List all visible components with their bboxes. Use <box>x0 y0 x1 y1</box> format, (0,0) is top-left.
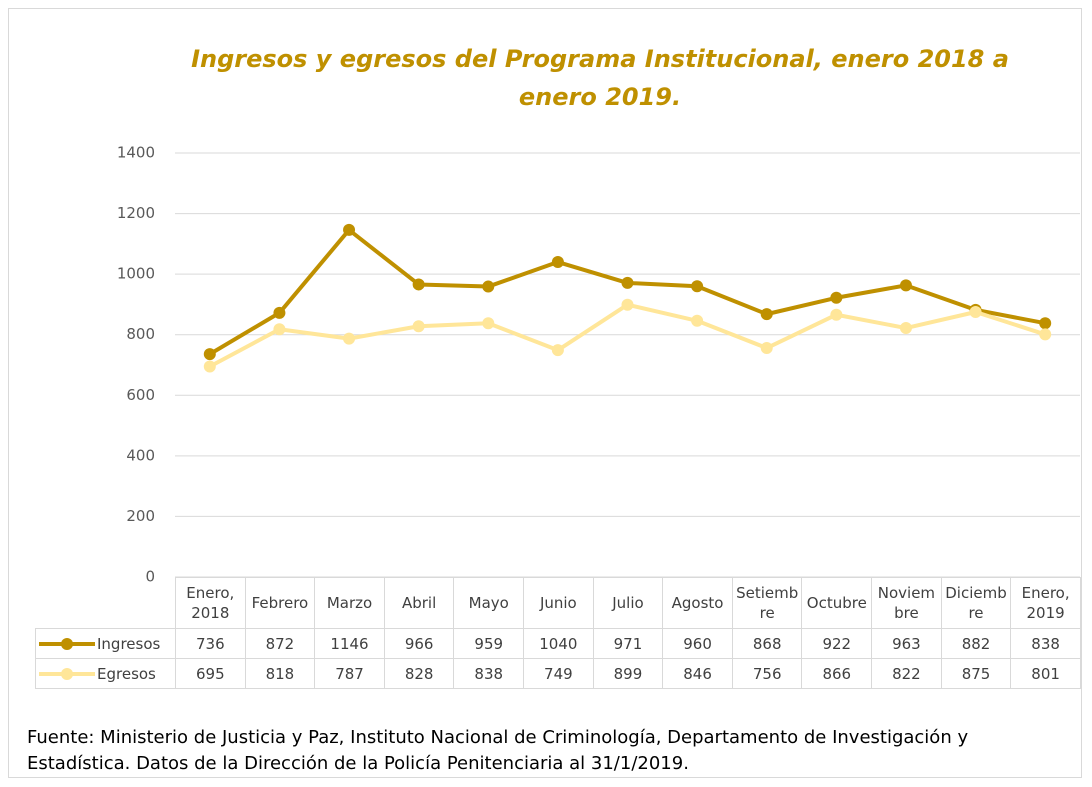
x-tick-label: Enero, 2018 <box>175 577 246 629</box>
x-tick-label: Agosto <box>662 577 733 629</box>
series-line <box>208 302 1046 369</box>
point-marker <box>1039 317 1052 330</box>
point-marker <box>551 344 564 357</box>
point-marker <box>899 322 912 335</box>
x-tick-label: Setiembre <box>731 577 803 629</box>
x-tick-label: Mayo <box>453 577 525 629</box>
table-value: 801 <box>1010 658 1081 689</box>
table-value: 971 <box>592 628 664 659</box>
table-value: 960 <box>662 628 733 659</box>
x-tick-label: Enero, 2019 <box>1010 577 1081 629</box>
table-value: 1146 <box>314 628 385 659</box>
table-value: 963 <box>871 628 942 659</box>
x-tick-label: Diciembre <box>940 577 1012 629</box>
table-value: 736 <box>175 628 246 659</box>
point-marker <box>203 348 216 361</box>
point-marker <box>760 342 773 355</box>
point-marker <box>899 279 912 292</box>
legend-entry: Egresos <box>35 658 176 689</box>
point-marker <box>273 306 286 319</box>
point-marker <box>691 314 704 327</box>
table-value: 875 <box>940 658 1012 689</box>
legend-marker <box>61 638 73 650</box>
table-value: 882 <box>940 628 1012 659</box>
point-marker <box>203 360 216 373</box>
point-marker <box>551 256 564 269</box>
table-value: 959 <box>453 628 525 659</box>
point-marker <box>621 276 634 289</box>
point-marker <box>343 332 356 345</box>
chart-title: Ingresos y egresos del Programa Instituc… <box>191 45 1009 111</box>
legend-label: Ingresos <box>97 634 161 653</box>
x-tick-label: Noviembre <box>871 577 942 629</box>
table-value: 838 <box>453 658 525 689</box>
table-value: 838 <box>1010 628 1081 659</box>
point-marker <box>830 291 843 304</box>
table-value: 922 <box>801 628 873 659</box>
table-value: 818 <box>244 658 316 689</box>
table-value: 846 <box>662 658 733 689</box>
table-value: 828 <box>383 658 455 689</box>
table-value: 756 <box>731 658 803 689</box>
x-tick-label: Julio <box>592 577 664 629</box>
x-tick-label: Febrero <box>244 577 316 629</box>
y-tick-label: 1200 <box>117 204 155 222</box>
legend-swatch <box>39 668 95 680</box>
point-marker <box>343 223 356 236</box>
table-value: 868 <box>731 628 803 659</box>
table-value: 749 <box>523 658 594 689</box>
table-value: 872 <box>244 628 316 659</box>
table-value: 787 <box>314 658 385 689</box>
y-tick-label: 1000 <box>117 265 155 283</box>
point-marker <box>412 320 425 333</box>
data-table: Enero, 2018 Febrero Marzo Abril Mayo Junio Jul… <box>35 577 1081 689</box>
x-tick-label: Marzo <box>314 577 385 629</box>
point-marker <box>830 308 843 321</box>
source-note: Fuente: Ministerio de Justicia y Paz, In… <box>27 727 969 774</box>
table-value: 866 <box>801 658 873 689</box>
point-marker <box>621 298 634 311</box>
point-marker <box>482 317 495 330</box>
point-marker <box>412 278 425 291</box>
y-tick-label: 1400 <box>117 144 155 162</box>
legend-entry: Ingresos <box>35 628 176 659</box>
y-tick-label: 800 <box>126 325 155 343</box>
table-value: 899 <box>592 658 664 689</box>
frame <box>8 8 1082 778</box>
y-tick-label: 200 <box>126 507 155 525</box>
table-value: 966 <box>383 628 455 659</box>
x-tick-label: Junio <box>523 577 594 629</box>
point-marker <box>482 280 495 293</box>
point-marker <box>969 306 982 318</box>
point-marker <box>691 280 704 293</box>
x-tick-label: Abril <box>383 577 455 629</box>
table-value: 695 <box>175 658 246 689</box>
legend-label: Egresos <box>97 664 156 683</box>
table-row: Egresos 695 818 787 828 838 749 899 846 756 866 822… <box>35 658 1081 689</box>
x-tick-label: Octubre <box>801 577 873 629</box>
point-marker <box>273 323 286 336</box>
table-value: 822 <box>871 658 942 689</box>
table-header-row: Enero, 2018 Febrero Marzo Abril Mayo Junio Jul… <box>35 577 1081 629</box>
legend-marker <box>61 668 73 680</box>
table-corner <box>35 577 176 629</box>
table-row: Ingresos 736 872 1146 966 959 1040 971 960 868 922… <box>35 628 1081 659</box>
y-tick-label: 0 <box>145 568 155 586</box>
y-tick-label: 400 <box>126 446 155 464</box>
point-marker <box>1039 328 1052 341</box>
table-value: 1040 <box>523 628 594 659</box>
legend-swatch <box>39 638 95 650</box>
point-marker <box>760 308 773 321</box>
y-tick-label: 600 <box>126 386 155 404</box>
